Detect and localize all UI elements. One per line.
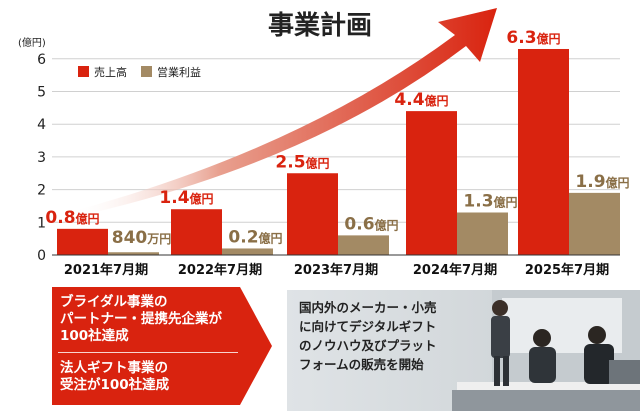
- callout-divider: [58, 352, 238, 353]
- x-tick-label: 2024年7月期: [413, 262, 497, 278]
- profit-data-label: 0.6億円: [344, 214, 398, 234]
- sales-data-label: 2.5億円: [275, 152, 329, 172]
- y-tick-labels: 0 1 2 3 4 5 6: [37, 52, 46, 264]
- profit-bar: [569, 192, 620, 255]
- bridal-achievement-text: ブライダル事業の パートナー・提携先企業が 100社達成: [60, 294, 222, 344]
- sales-bar: [406, 111, 457, 256]
- y-tick-label: 0: [37, 248, 46, 264]
- data-labels: 0.8億円 840万円 1.4億円 0.2億円 2.5億円 0.6億円 4.4億円 1.3億円…: [45, 28, 629, 248]
- legend-swatch-sales: [78, 66, 89, 77]
- sales-data-label: 1.4億円: [159, 188, 213, 208]
- red-callout-panel: ブライダル事業の パートナー・提携先企業が 100社達成 法人ギフト事業の 受注…: [52, 287, 272, 405]
- corporate-gift-achievement-text: 法人ギフト事業の 受注が100社達成: [60, 360, 170, 393]
- sales-bar: [518, 48, 569, 255]
- sales-bar: [287, 173, 338, 255]
- x-tick-labels: 2021年7月期 2022年7月期 2023年7月期 2024年7月期 2025年7月期: [64, 262, 609, 278]
- profit-data-label: 1.3億円: [463, 191, 517, 211]
- profit-bar: [222, 248, 273, 255]
- x-tick-label: 2021年7月期: [64, 262, 148, 278]
- profit-bar: [108, 252, 159, 255]
- red-arrow-shape: [52, 287, 272, 405]
- digital-gift-text: 国内外のメーカー・小売 に向けてデジタルギフト のノウハウ及びプラット フォーム…: [299, 300, 437, 372]
- sales-data-label: 6.3億円: [506, 28, 560, 48]
- legend: 売上高 営業利益: [78, 65, 201, 79]
- sales-bar: [171, 209, 222, 255]
- sales-bar: [57, 228, 108, 255]
- x-tick-label: 2025年7月期: [525, 262, 609, 278]
- y-tick-label: 3: [37, 150, 46, 166]
- y-tick-label: 1: [37, 215, 46, 231]
- bar-chart: 事業計画 (億円) 0 1 2 3 4 5 6 0.8億円 840万円 1.4億円 0.2億円 2.…: [18, 8, 630, 278]
- bars: [57, 48, 620, 256]
- legend-swatch-profit: [141, 66, 152, 77]
- profit-data-label: 1.9億円: [575, 172, 629, 192]
- chart-title: 事業計画: [268, 10, 372, 41]
- seminar-photo-panel: 国内外のメーカー・小売 に向けてデジタルギフト のノウハウ及びプラット フォーム…: [287, 290, 640, 411]
- profit-bar: [457, 212, 508, 255]
- growth-arrow: [70, 8, 497, 218]
- profit-data-label: 840万円: [112, 228, 172, 248]
- y-tick-label: 5: [37, 85, 46, 101]
- x-tick-label: 2023年7月期: [294, 262, 378, 278]
- seminar-photo: [452, 290, 640, 411]
- y-tick-label: 2: [37, 183, 46, 199]
- sales-data-label: 4.4億円: [394, 90, 448, 110]
- sales-data-label: 0.8億円: [45, 208, 99, 228]
- y-tick-label: 4: [37, 117, 46, 133]
- legend-label-sales: 売上高: [94, 65, 127, 79]
- y-tick-label: 6: [37, 52, 46, 68]
- x-tick-label: 2022年7月期: [178, 262, 262, 278]
- y-axis-unit: (億円): [18, 36, 46, 49]
- profit-bar: [338, 235, 389, 255]
- legend-label-profit: 営業利益: [157, 65, 201, 79]
- profit-data-label: 0.2億円: [228, 227, 282, 247]
